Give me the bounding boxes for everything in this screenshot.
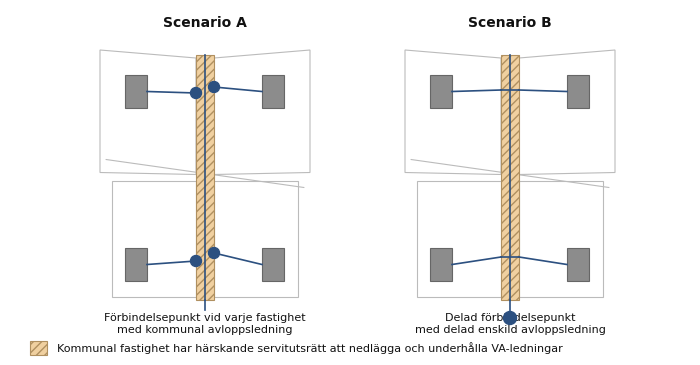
Polygon shape xyxy=(519,181,603,297)
Polygon shape xyxy=(112,181,196,297)
Text: Förbindelsepunkt vid varje fastighet
med kommunal avloppsledning: Förbindelsepunkt vid varje fastighet med… xyxy=(104,313,306,335)
Circle shape xyxy=(190,88,202,99)
Bar xyxy=(125,75,147,108)
Polygon shape xyxy=(405,50,501,174)
Bar xyxy=(430,75,452,108)
Bar xyxy=(262,248,284,281)
Bar xyxy=(262,75,284,108)
Circle shape xyxy=(503,311,517,324)
Bar xyxy=(125,248,147,281)
Circle shape xyxy=(209,81,220,92)
Text: Scenario B: Scenario B xyxy=(468,16,552,30)
Polygon shape xyxy=(214,181,298,297)
Text: Delad förbindelsepunkt
med delad enskild avloppsledning: Delad förbindelsepunkt med delad enskild… xyxy=(414,313,606,335)
Circle shape xyxy=(209,247,220,258)
Polygon shape xyxy=(417,181,501,297)
Bar xyxy=(196,55,214,300)
Text: Scenario A: Scenario A xyxy=(163,16,247,30)
Text: Kommunal fastighet har härskande servitutsrätt att nedlägga och underhålla VA-le: Kommunal fastighet har härskande servitu… xyxy=(57,342,563,354)
Circle shape xyxy=(190,255,202,266)
Bar xyxy=(30,341,47,355)
Polygon shape xyxy=(519,50,615,174)
Polygon shape xyxy=(214,50,310,174)
Bar xyxy=(567,248,589,281)
Bar xyxy=(567,75,589,108)
Bar xyxy=(430,248,452,281)
Polygon shape xyxy=(100,50,196,174)
Bar xyxy=(501,55,519,300)
